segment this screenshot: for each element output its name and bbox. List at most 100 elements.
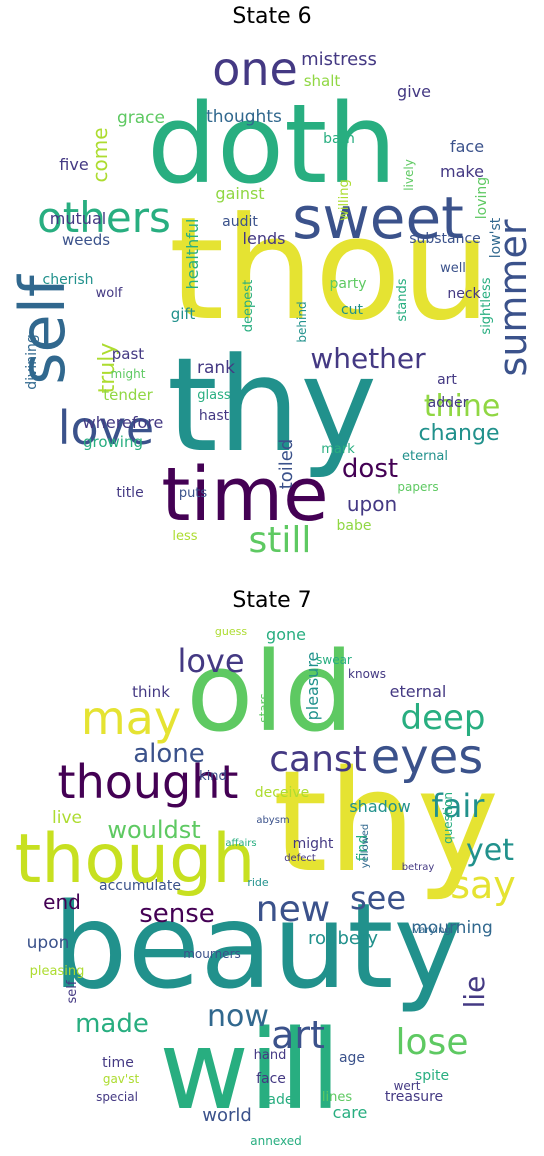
cloud-word-mistress: mistress xyxy=(301,49,377,70)
cloud-word-adder: adder xyxy=(428,395,469,411)
cloud-word-neck: neck xyxy=(447,286,481,302)
cloud-word-age: age xyxy=(339,1050,365,1066)
cloud-word-annexed: annexed xyxy=(250,1134,301,1148)
cloud-word-mourners: mourners xyxy=(183,947,241,961)
cloud-word-rank: rank xyxy=(197,358,235,378)
cloud-word-sweet: sweet xyxy=(292,184,464,252)
cloud-word-willing: willing xyxy=(337,179,352,221)
cloud-word-time: time xyxy=(161,452,328,538)
state-7-panel: beauty thy old will though thought eyes canst ma… xyxy=(0,580,544,1156)
cloud-word-growing: growing xyxy=(83,433,143,451)
cloud-word-mourning: mourning xyxy=(411,918,493,938)
cloud-word-treasure: treasure xyxy=(385,1089,443,1105)
cloud-word-new: new xyxy=(256,889,330,930)
cloud-word-toiled: toiled xyxy=(276,439,297,490)
cloud-word-art: art xyxy=(271,1013,325,1057)
cloud-word-wert: wert xyxy=(394,1079,421,1093)
cloud-word-though: though xyxy=(15,820,256,899)
cloud-word-substance: substance xyxy=(409,231,481,247)
cloud-word-alone: alone xyxy=(133,739,205,769)
cloud-word-may: may xyxy=(81,691,181,745)
cloud-word-gift: gift xyxy=(171,305,196,323)
cloud-word-care: care xyxy=(333,1103,368,1122)
cloud-word-low-st: low'st xyxy=(488,217,504,258)
cloud-word-puts: puts xyxy=(179,486,208,501)
cloud-word-come: come xyxy=(88,127,112,182)
cloud-word-swear: swear xyxy=(316,653,352,667)
cloud-word-now: now xyxy=(207,999,269,1034)
cloud-word-wouldst: wouldst xyxy=(107,816,200,844)
cloud-word-thou: thou xyxy=(169,187,492,352)
cloud-word-mark: mark xyxy=(321,442,355,457)
cloud-word-hast: hast xyxy=(199,408,230,424)
cloud-word-loving: loving xyxy=(474,177,490,219)
cloud-word-lie: lie xyxy=(458,976,491,1009)
cloud-word-grace: grace xyxy=(117,108,165,128)
cloud-word-will: will xyxy=(159,1006,341,1134)
cloud-word-sightless: sightless xyxy=(479,277,494,334)
cloud-word-cherish: cherish xyxy=(43,272,94,288)
cloud-word-behind: behind xyxy=(295,301,309,342)
cloud-word-others: others xyxy=(37,193,171,242)
cloud-word-varying: varying xyxy=(413,925,451,936)
cloud-word-knows: knows xyxy=(348,667,386,681)
cloud-word-eternal: eternal xyxy=(390,682,447,701)
cloud-word-lively: lively xyxy=(402,159,416,191)
cloud-word-lends: lends xyxy=(243,229,286,248)
cloud-word-weeds: weeds xyxy=(62,231,110,249)
state-6-panel: thou doth thy time sweet self one others love sti… xyxy=(6,4,535,562)
cloud-word-upon: upon xyxy=(347,492,397,516)
cloud-word-see: see xyxy=(350,879,406,917)
cloud-word-love: love xyxy=(58,401,154,455)
cloud-word-spite: spite xyxy=(415,1068,449,1084)
cloud-word-fade: fade xyxy=(262,1092,293,1108)
cloud-word-change: change xyxy=(419,421,500,446)
cloud-word-pleasing: pleasing xyxy=(30,964,85,979)
cloud-word-love: love xyxy=(177,642,244,680)
cloud-word-well: well xyxy=(440,261,466,276)
cloud-word-say: say xyxy=(450,863,516,907)
cloud-word-thine: thine xyxy=(424,389,501,424)
cloud-word-make: make xyxy=(440,162,484,181)
cloud-word-mutual: mutual xyxy=(50,209,106,228)
cloud-word-tender: tender xyxy=(103,386,153,404)
cloud-word-thoughts: thoughts xyxy=(206,107,282,127)
cloud-word-upon: upon xyxy=(27,933,70,953)
cloud-word-five: five xyxy=(59,155,88,174)
cloud-word-lines: lines xyxy=(322,1090,352,1105)
cloud-word-hand: hand xyxy=(254,1048,287,1063)
cloud-word-shalt: shalt xyxy=(304,72,341,90)
cloud-word-think: think xyxy=(132,683,170,701)
cloud-word-shadow: shadow xyxy=(349,797,410,816)
cloud-word-might: might xyxy=(111,367,146,381)
cloud-word-world: world xyxy=(202,1105,252,1126)
cloud-word-pleasure: pleasure xyxy=(303,652,322,721)
cloud-word-whether: whether xyxy=(310,342,426,375)
cloud-word-betray: betray xyxy=(402,862,435,873)
cloud-word-art: art xyxy=(437,372,457,388)
cloud-word-stands: stands xyxy=(395,278,410,321)
cloud-word-gone: gone xyxy=(266,625,306,644)
cloud-word-canst: canst xyxy=(269,739,367,780)
cloud-word-accumulate: accumulate xyxy=(99,878,181,894)
cloud-word-self: self xyxy=(65,980,80,1003)
cloud-word-guess: guess xyxy=(215,625,247,638)
cloud-word-find: find xyxy=(355,835,371,862)
cloud-word-beauty: beauty xyxy=(53,877,464,1015)
state-7-title: State 7 xyxy=(232,588,312,613)
cloud-word-babe: babe xyxy=(337,518,372,534)
cloud-word-thy: thy xyxy=(273,741,499,904)
cloud-word-yet: yet xyxy=(466,833,514,868)
cloud-word-made: made xyxy=(75,1009,149,1039)
cloud-word-question: question xyxy=(441,792,455,844)
cloud-word-defect: defect xyxy=(284,853,316,864)
cloud-word-dost: dost xyxy=(342,454,398,484)
cloud-word-face: face xyxy=(450,137,484,156)
cloud-word-past: past xyxy=(112,345,145,363)
cloud-word-thought: thought xyxy=(58,755,239,809)
cloud-word-yellowed: yellowed xyxy=(360,824,371,868)
cloud-word-stars: stars xyxy=(257,693,271,723)
cloud-word-end: end xyxy=(43,890,81,914)
cloud-word-party: party xyxy=(330,276,367,292)
state-6-title: State 6 xyxy=(232,4,312,29)
